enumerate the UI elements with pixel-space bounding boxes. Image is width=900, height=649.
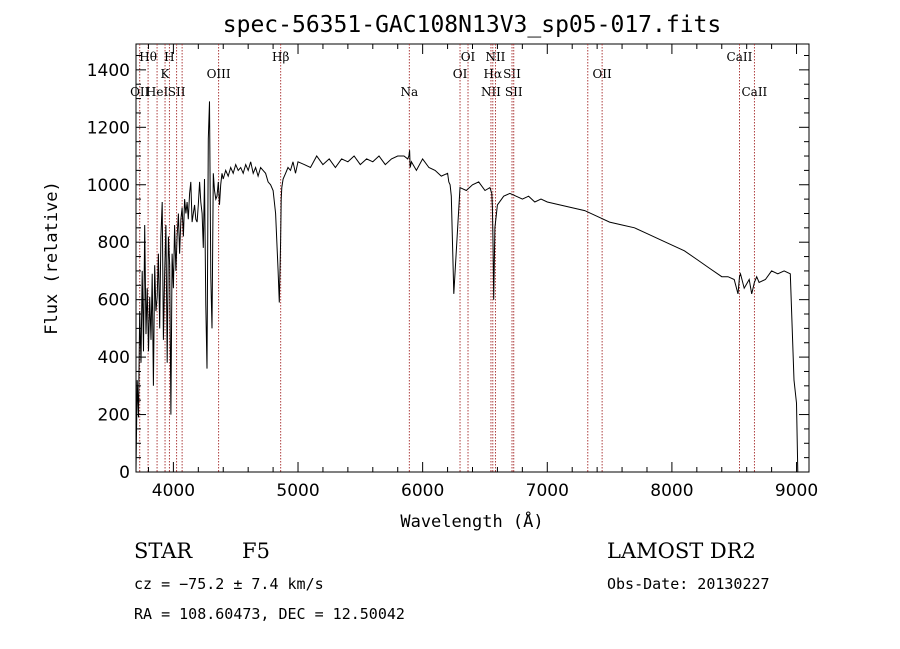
object-subclass: F5: [242, 539, 270, 563]
line-marker-label: OI: [461, 50, 476, 64]
axis-ticks: 4000 5000 6000 7000 8000 9000 0 200 400 600 800 100…: [87, 44, 818, 501]
line-marker-label: OI: [453, 67, 468, 81]
sky-coordinates: RA = 108.60473, DEC = 12.50042: [134, 605, 405, 623]
line-marker-label: Hα: [484, 67, 503, 81]
y-tick-label: 600: [98, 291, 130, 311]
x-tick-label: 6000: [401, 481, 444, 501]
line-marker-label: SII: [168, 85, 186, 99]
observation-date: Obs-Date: 20130227: [607, 575, 770, 593]
line-marker-label: SII: [503, 67, 521, 81]
y-tick-label: 800: [98, 233, 130, 253]
line-marker-label: Hθ: [139, 50, 157, 64]
spectral-line-markers: OIIHθHeIKHSIIOIIIHβNaOIOINIIHαNIISIISIIO…: [130, 44, 768, 472]
y-tick-label: 400: [98, 348, 130, 368]
y-tick-label: 1400: [87, 61, 130, 81]
x-tick-label: 4000: [152, 481, 195, 501]
y-tick-label: 1200: [87, 118, 130, 138]
y-tick-label: 1000: [87, 176, 130, 196]
x-tick-label: 5000: [276, 481, 319, 501]
x-tick-label: 9000: [775, 481, 818, 501]
spectrum-line: [135, 101, 799, 473]
line-marker-label: Hβ: [272, 50, 289, 64]
line-marker-label: Na: [400, 85, 418, 99]
y-axis-label: Flux (relative): [42, 181, 62, 335]
line-marker-label: H: [164, 50, 174, 64]
plot-frame: [135, 43, 810, 473]
line-marker-label: OII: [592, 67, 612, 81]
line-marker-label: SII: [505, 85, 523, 99]
x-tick-label: 7000: [526, 481, 569, 501]
line-marker-label: OIII: [207, 67, 231, 81]
y-tick-label: 0: [119, 463, 130, 483]
x-tick-label: 8000: [650, 481, 693, 501]
line-marker-label: K: [161, 67, 171, 81]
line-marker-label: NII: [485, 50, 505, 64]
line-marker-label: OII: [130, 85, 150, 99]
line-marker-label: CaII: [741, 85, 767, 99]
survey-name: LAMOST DR2: [607, 539, 756, 563]
object-class: STAR: [134, 539, 193, 563]
x-axis-label: Wavelength (Å): [400, 510, 543, 532]
line-marker-label: CaII: [727, 50, 753, 64]
chart-title: spec-56351-GAC108N13V3_sp05-017.fits: [223, 12, 722, 38]
y-tick-label: 200: [98, 406, 130, 426]
line-marker-label: HeI: [146, 85, 169, 99]
redshift-velocity: cz = −75.2 ± 7.4 km/s: [134, 575, 324, 593]
line-marker-label: NII: [481, 85, 501, 99]
